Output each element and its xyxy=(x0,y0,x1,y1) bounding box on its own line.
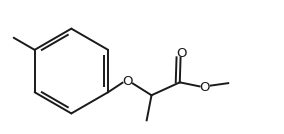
Text: O: O xyxy=(122,75,133,88)
Text: O: O xyxy=(177,47,187,60)
Text: O: O xyxy=(200,81,210,94)
